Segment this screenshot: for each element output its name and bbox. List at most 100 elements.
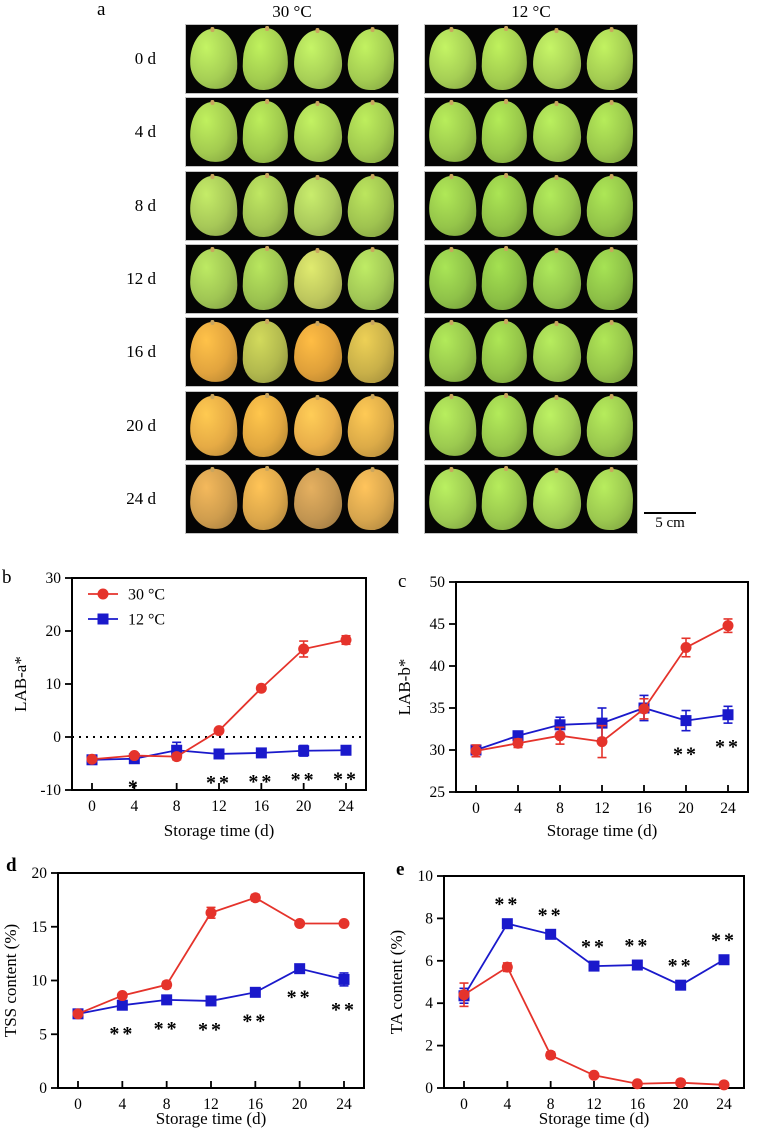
mango-stem (503, 98, 508, 105)
mango-stem (609, 26, 614, 32)
x-tick-label: 4 (514, 800, 522, 817)
mango-photo (188, 246, 239, 311)
x-tick-label: 8 (556, 800, 564, 817)
mango-photo (346, 246, 396, 311)
data-point-circle (338, 918, 350, 930)
data-point-square (675, 979, 687, 991)
significance-marker: ** (711, 930, 737, 952)
mango-photo (188, 173, 239, 238)
mango-photo-cell (185, 464, 399, 534)
mango-photo (293, 174, 343, 236)
y-tick-label: 15 (32, 919, 48, 936)
x-tick-label: 24 (336, 1096, 352, 1113)
x-axis-label: Storage time (d) (547, 821, 657, 840)
plot-frame (57, 872, 365, 1089)
data-point-circle (213, 725, 225, 737)
mango-photo (293, 247, 343, 309)
x-tick-label: 0 (460, 1096, 468, 1113)
mango-photo (480, 25, 529, 91)
mango-stem (370, 173, 375, 179)
mango-photo (480, 318, 529, 384)
x-tick-label: 20 (296, 798, 312, 815)
mango-photo (188, 393, 239, 458)
mango-photo (532, 247, 582, 309)
mango-photo (480, 172, 529, 238)
significance-marker: ** (668, 955, 694, 977)
mango-photo-cell (424, 317, 638, 387)
mango-stem (264, 392, 269, 399)
mango-photo (480, 98, 529, 164)
significance-marker: ** (333, 768, 359, 790)
data-point-circle (294, 918, 306, 930)
mango-stem (370, 393, 375, 399)
mango-stem (609, 319, 614, 325)
legend-label: 30 °C (128, 587, 165, 604)
mango-photo-cell (424, 244, 638, 314)
mango-photo (293, 467, 343, 529)
chart-ta-content: 0 2 4 6 8 10 0 4 8 12 16 20 24 ** ** ** ** ** ** Storage ti… (386, 848, 758, 1132)
significance-marker: * (128, 777, 141, 799)
mango-stem (209, 173, 215, 180)
x-tick-label: 4 (503, 1096, 511, 1113)
data-point-circle (596, 736, 608, 748)
data-point-circle (722, 620, 734, 632)
mango-stem (503, 172, 508, 179)
data-point-circle (458, 989, 470, 1001)
data-point-circle (545, 1049, 557, 1061)
mango-photo (188, 319, 239, 384)
data-point-square (116, 999, 128, 1011)
mango-photo-cell (185, 317, 399, 387)
mango-stem (448, 246, 454, 253)
data-point-square (722, 709, 734, 721)
mango-photo (427, 466, 478, 531)
data-point-square (631, 959, 643, 971)
data-point-square (294, 963, 306, 975)
x-tick-label: 24 (716, 1096, 732, 1113)
mango-photo (480, 245, 529, 311)
data-point-circle (86, 753, 98, 765)
y-tick-label: 40 (430, 658, 446, 675)
mango-photo (346, 466, 396, 531)
chart-tss-content: 0 5 10 15 20 0 4 8 12 16 20 24 ** ** ** ** ** ** Storage t… (1, 848, 378, 1132)
significance-marker: ** (331, 999, 357, 1021)
x-axis-label: Storage time (d) (156, 1109, 266, 1128)
mango-stem (554, 247, 559, 253)
panel-label-b: b (2, 567, 12, 588)
plot-frame (455, 581, 749, 793)
data-point-square (338, 973, 350, 985)
mango-stem (315, 394, 320, 400)
mango-photo (532, 100, 582, 162)
mango-photo (480, 392, 529, 458)
y-tick-label: 4 (425, 995, 433, 1012)
mango-stem (209, 319, 215, 326)
row-label: 0 d (134, 49, 156, 68)
mango-photo (346, 319, 396, 384)
data-point-square (205, 995, 217, 1007)
significance-marker: ** (715, 736, 741, 758)
series-line (91, 639, 347, 761)
mango-stem (264, 25, 269, 32)
y-tick-label: 30 (46, 570, 62, 587)
y-tick-label: 20 (46, 623, 62, 640)
x-tick-label: 12 (211, 798, 227, 815)
mango-stem (609, 393, 614, 399)
legend-marker (97, 588, 109, 600)
mango-photo-cell (185, 391, 399, 461)
mango-photo (532, 467, 582, 529)
data-point-square (171, 744, 183, 756)
mango-photo (293, 394, 343, 456)
y-tick-label: 50 (430, 574, 446, 591)
mango-photo (427, 26, 478, 91)
data-point-circle (680, 642, 692, 654)
mango-photo (585, 246, 635, 311)
panel-label-d: d (6, 855, 17, 876)
mango-stem (448, 319, 454, 326)
mango-stem (554, 320, 559, 326)
y-tick-label: 25 (430, 784, 446, 801)
panel-label-e: e (396, 859, 405, 880)
x-tick-label: 8 (163, 1096, 171, 1113)
mango-stem (448, 393, 454, 400)
row-label: 24 d (126, 489, 156, 508)
